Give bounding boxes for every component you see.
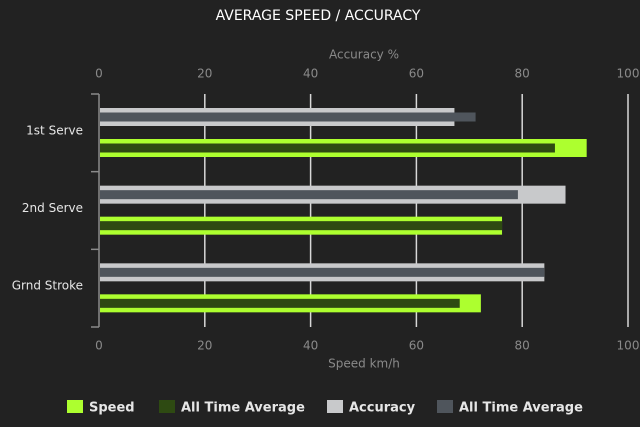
category-label: 2nd Serve xyxy=(22,201,83,215)
category-label: 1st Serve xyxy=(26,123,83,137)
x2-tick-label: 60 xyxy=(409,67,424,81)
x-axis-title: Speed km/h xyxy=(328,357,400,371)
x-tick-label: 20 xyxy=(197,339,212,353)
legend-label: All Time Average xyxy=(181,401,305,416)
x2-tick-label: 0 xyxy=(95,67,103,81)
x-tick-label: 60 xyxy=(409,339,424,353)
bar xyxy=(100,112,476,122)
x2-tick-label: 100 xyxy=(617,67,640,81)
bar xyxy=(100,267,545,277)
category-label: Grnd Stroke xyxy=(12,279,83,293)
x-tick-label: 100 xyxy=(617,339,640,353)
x2-tick-label: 40 xyxy=(303,67,318,81)
x2-tick-label: 20 xyxy=(197,67,212,81)
legend-swatch xyxy=(67,400,83,413)
legend-swatch xyxy=(159,400,175,413)
bar xyxy=(100,190,518,200)
legend-label: All Time Average xyxy=(459,401,583,416)
x-tick-label: 0 xyxy=(95,339,103,353)
x-tick-label: 40 xyxy=(303,339,318,353)
x-tick-label: 80 xyxy=(515,339,530,353)
bar xyxy=(100,143,555,153)
x2-tick-label: 80 xyxy=(515,67,530,81)
bar xyxy=(100,298,460,308)
legend-swatch xyxy=(327,400,343,413)
chart-title: AVERAGE SPEED / ACCURACY xyxy=(216,8,421,24)
legend-label: Accuracy xyxy=(349,401,416,416)
legend-swatch xyxy=(437,400,453,413)
legend-label: Speed xyxy=(89,401,135,416)
bar xyxy=(100,221,503,231)
x2-axis-title: Accuracy % xyxy=(329,48,399,62)
